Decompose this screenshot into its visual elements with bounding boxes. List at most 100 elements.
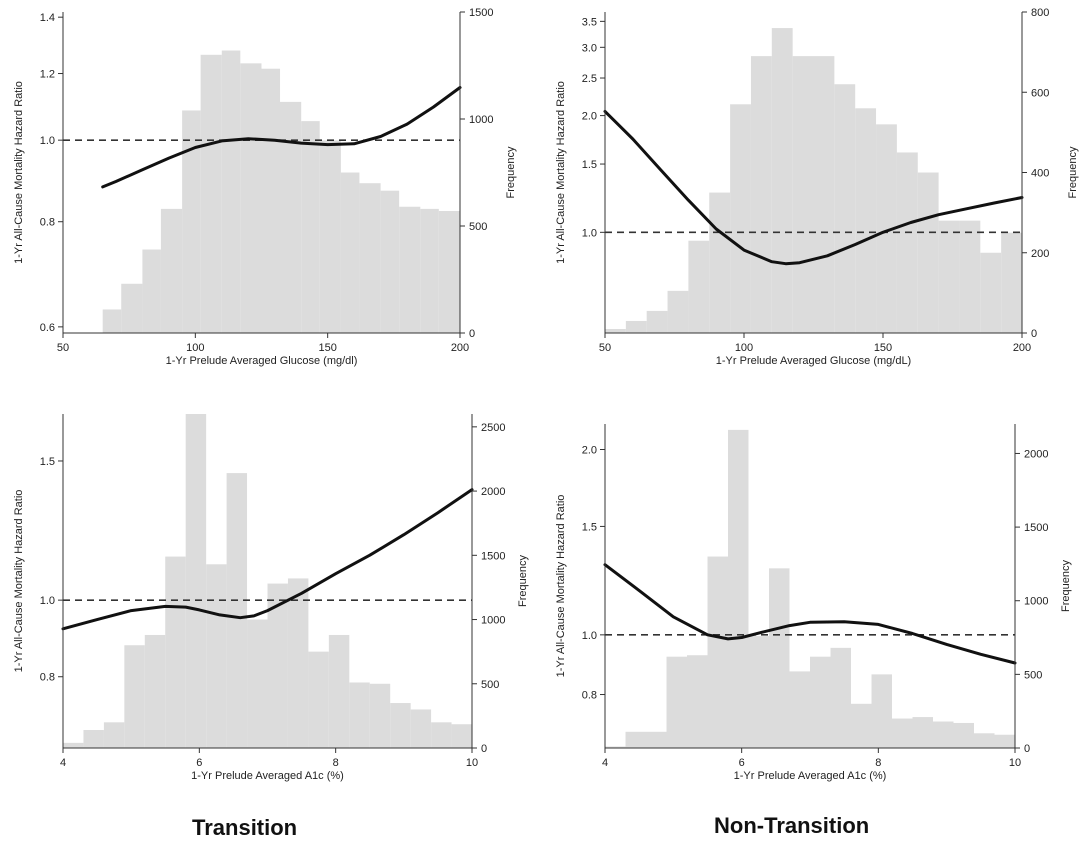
x-axis-title: 1-Yr Prelude Averaged Glucose (mg/dL)	[716, 355, 911, 367]
histogram-bar	[810, 656, 831, 748]
histogram-bar	[994, 734, 1015, 748]
x-tick-label: 10	[1009, 757, 1021, 769]
histogram-bar	[855, 108, 877, 333]
x-tick-label: 10	[466, 757, 478, 769]
histogram-bar	[206, 564, 227, 748]
histogram-bar	[728, 429, 749, 748]
histogram-bar	[267, 583, 288, 748]
y-tick-label: 2.0	[582, 444, 597, 456]
histogram-bar	[789, 671, 810, 748]
histogram-bar	[851, 703, 872, 748]
histogram-bar	[750, 56, 772, 333]
y-tick-label: 1.5	[582, 521, 597, 533]
x-tick-label: 150	[874, 342, 892, 354]
histogram-bar	[605, 746, 626, 748]
y2-tick-label: 0	[481, 743, 487, 755]
histogram-bar	[390, 703, 411, 748]
y-tick-label: 1.5	[582, 159, 597, 171]
histogram-bar	[730, 104, 751, 333]
histogram-bar	[308, 651, 329, 748]
y2-tick-label: 1500	[469, 7, 493, 19]
histogram-bar	[646, 310, 668, 333]
y-tick-label: 1.0	[582, 630, 597, 642]
caption-transition: Transition	[192, 815, 298, 840]
histogram-bar	[247, 619, 268, 748]
y2-tick-label: 1000	[469, 114, 493, 126]
histogram-bar	[121, 283, 143, 333]
x-axis-title: 1-Yr Prelude Averaged A1c (%)	[734, 770, 887, 782]
x-tick-label: 8	[333, 757, 339, 769]
histogram-bar	[625, 320, 647, 333]
histogram-bar	[103, 722, 125, 748]
y2-tick-label: 0	[1024, 743, 1030, 755]
y2-tick-label: 0	[1031, 328, 1037, 340]
histogram-bar	[687, 655, 708, 748]
histogram-bar	[876, 124, 897, 333]
y2-tick-label: 2500	[481, 422, 505, 434]
x-tick-label: 4	[60, 757, 66, 769]
y-axis-title: 1-Yr All-Cause Mortality Hazard Ratio	[555, 495, 567, 678]
panel-transition-glucose: 0.6 0.8 1.0 1.2 1.4 0 500 1000 1500 50 100 150 200 1-…	[13, 7, 517, 367]
y-axis-title: 1-Yr All-Cause Mortality Hazard Ratio	[555, 81, 567, 264]
histogram-bar	[1001, 232, 1022, 333]
y-tick-label: 1.0	[40, 135, 55, 147]
x-tick-label: 50	[599, 342, 611, 354]
y2-tick-label: 2000	[1024, 448, 1048, 460]
histogram-bar	[748, 636, 769, 748]
y2-tick-label: 1000	[1024, 596, 1048, 608]
y-tick-label: 2.5	[582, 73, 597, 85]
histogram-bar	[646, 731, 667, 748]
histogram-bar	[301, 121, 320, 333]
histogram-bar	[438, 211, 460, 333]
y-tick-label: 0.8	[40, 217, 55, 229]
y2-tick-label: 1000	[481, 615, 505, 627]
y2-tick-label: 800	[1031, 7, 1049, 19]
hazard-ratio-curve	[101, 86, 462, 189]
histogram-bar	[974, 733, 995, 748]
histogram-bar	[144, 634, 166, 748]
y-tick-label: 1.5	[40, 456, 55, 468]
histogram-bar	[605, 328, 626, 333]
histogram-bar	[431, 722, 452, 748]
histogram-bar	[420, 208, 439, 333]
histogram-bar	[221, 50, 241, 334]
histogram-bar	[280, 101, 302, 333]
histogram-bar	[896, 152, 918, 333]
x-tick-label: 6	[739, 757, 745, 769]
histogram-bar	[959, 220, 981, 333]
hazard-ratio-curve	[603, 109, 1024, 266]
y2-tick-label: 500	[481, 679, 499, 691]
y2-axis-title: Frequency	[1067, 146, 1079, 198]
y2-tick-label: 500	[1024, 669, 1042, 681]
x-axis-title: 1-Yr Prelude Averaged A1c (%)	[191, 770, 344, 782]
y-axis-title: 1-Yr All-Cause Mortality Hazard Ratio	[13, 81, 25, 264]
hazard-ratio-curve	[61, 488, 474, 631]
histogram-bar	[399, 206, 421, 333]
y-tick-label: 2.0	[582, 111, 597, 123]
histogram-bar	[185, 414, 207, 748]
histogram-bar	[102, 309, 122, 333]
x-tick-label: 8	[875, 757, 881, 769]
y2-axis-title: Frequency	[1060, 560, 1072, 612]
histogram-bar	[771, 28, 793, 334]
x-tick-label: 4	[602, 757, 608, 769]
histogram-bar	[938, 220, 960, 333]
x-tick-label: 150	[318, 342, 336, 354]
y2-axis-title: Frequency	[517, 555, 529, 607]
histogram-bar	[240, 63, 262, 334]
y2-axis-title: Frequency	[505, 146, 517, 198]
histogram-bar	[328, 634, 350, 748]
histogram-bar	[830, 647, 851, 748]
y-tick-label: 1.2	[40, 69, 55, 81]
x-tick-label: 100	[735, 342, 753, 354]
histogram-bar	[261, 68, 281, 334]
y2-tick-label: 1500	[481, 550, 505, 562]
y2-tick-label: 400	[1031, 168, 1049, 180]
x-tick-label: 100	[186, 342, 204, 354]
caption-non-transition: Non-Transition	[714, 813, 870, 838]
y2-tick-label: 600	[1031, 87, 1049, 99]
y2-tick-label: 2000	[481, 486, 505, 498]
x-axis-title: 1-Yr Prelude Averaged Glucose (mg/dl)	[166, 355, 358, 367]
